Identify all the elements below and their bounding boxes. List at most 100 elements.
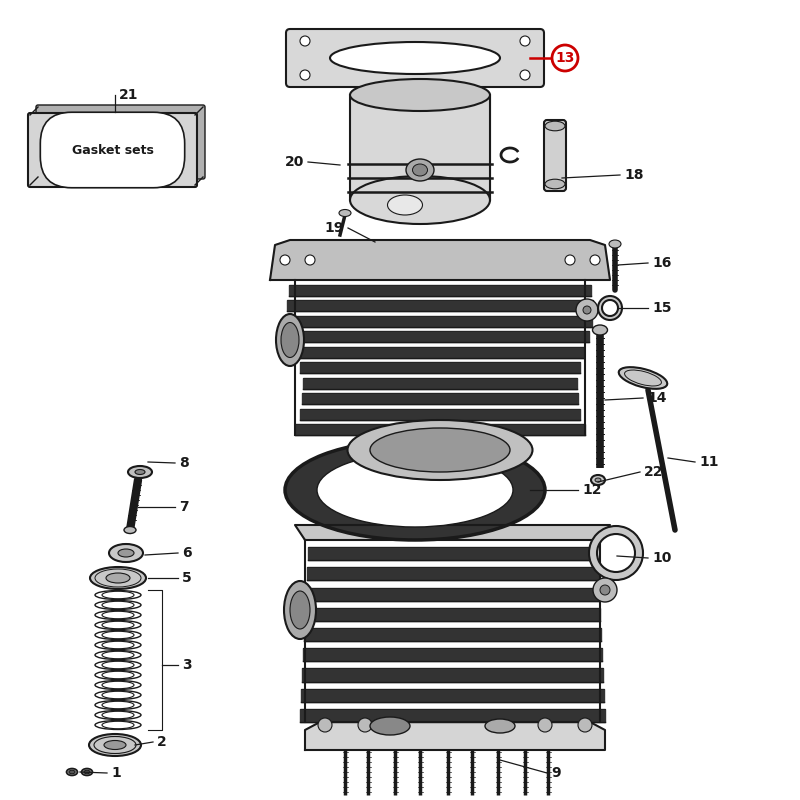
Ellipse shape — [347, 420, 533, 480]
Polygon shape — [301, 689, 604, 702]
Text: 3: 3 — [182, 658, 192, 672]
Polygon shape — [301, 362, 579, 373]
Ellipse shape — [124, 526, 136, 534]
Ellipse shape — [413, 164, 427, 176]
Ellipse shape — [104, 741, 126, 750]
Ellipse shape — [89, 734, 141, 756]
FancyBboxPatch shape — [544, 120, 566, 191]
Ellipse shape — [90, 567, 146, 589]
Circle shape — [576, 299, 598, 321]
Polygon shape — [287, 301, 593, 311]
Circle shape — [583, 306, 591, 314]
Text: 14: 14 — [647, 391, 666, 405]
Polygon shape — [295, 525, 610, 540]
Ellipse shape — [109, 544, 143, 562]
Circle shape — [300, 36, 310, 46]
Circle shape — [538, 718, 552, 732]
Circle shape — [552, 45, 578, 71]
Text: 15: 15 — [652, 301, 671, 315]
Circle shape — [358, 718, 372, 732]
FancyBboxPatch shape — [286, 29, 544, 87]
Circle shape — [520, 70, 530, 80]
Ellipse shape — [69, 770, 75, 774]
Polygon shape — [288, 316, 592, 326]
Ellipse shape — [406, 159, 434, 181]
Circle shape — [280, 255, 290, 265]
Text: 10: 10 — [652, 551, 671, 565]
Ellipse shape — [330, 42, 500, 74]
Polygon shape — [303, 648, 602, 662]
Ellipse shape — [128, 466, 152, 478]
Polygon shape — [289, 285, 591, 295]
Polygon shape — [302, 394, 578, 404]
Polygon shape — [291, 331, 589, 342]
Text: 19: 19 — [325, 221, 344, 235]
Ellipse shape — [609, 240, 621, 248]
Ellipse shape — [595, 478, 601, 482]
Ellipse shape — [618, 367, 667, 389]
Ellipse shape — [370, 428, 510, 472]
Ellipse shape — [545, 122, 565, 130]
Ellipse shape — [284, 581, 316, 639]
Text: 16: 16 — [652, 256, 671, 270]
Circle shape — [520, 36, 530, 46]
Ellipse shape — [339, 210, 351, 217]
Polygon shape — [350, 95, 490, 200]
Text: 9: 9 — [551, 766, 561, 780]
Circle shape — [305, 255, 315, 265]
Ellipse shape — [593, 325, 607, 335]
Polygon shape — [307, 567, 598, 581]
FancyBboxPatch shape — [28, 113, 197, 187]
Polygon shape — [305, 608, 600, 621]
Ellipse shape — [485, 719, 515, 733]
Ellipse shape — [118, 549, 134, 557]
Polygon shape — [304, 628, 601, 641]
Ellipse shape — [135, 470, 145, 474]
Ellipse shape — [350, 79, 490, 111]
Ellipse shape — [82, 769, 93, 775]
Text: 18: 18 — [624, 168, 643, 182]
Polygon shape — [302, 669, 603, 682]
Polygon shape — [305, 722, 605, 750]
Circle shape — [590, 255, 600, 265]
Text: 5: 5 — [182, 571, 192, 585]
Ellipse shape — [545, 179, 565, 189]
Ellipse shape — [66, 769, 78, 775]
Text: 2: 2 — [157, 735, 166, 749]
Polygon shape — [302, 378, 578, 389]
Ellipse shape — [285, 440, 545, 540]
FancyBboxPatch shape — [36, 105, 205, 179]
Circle shape — [578, 718, 592, 732]
Polygon shape — [306, 587, 599, 601]
Circle shape — [565, 255, 575, 265]
Polygon shape — [300, 709, 605, 722]
Text: 21: 21 — [119, 88, 138, 102]
Ellipse shape — [84, 770, 90, 774]
Circle shape — [600, 585, 610, 595]
Text: 6: 6 — [182, 546, 192, 560]
Ellipse shape — [350, 176, 490, 224]
Text: 13: 13 — [555, 51, 574, 65]
Circle shape — [300, 70, 310, 80]
Text: 8: 8 — [179, 456, 189, 470]
Polygon shape — [270, 240, 610, 280]
Ellipse shape — [370, 717, 410, 735]
Circle shape — [318, 718, 332, 732]
Polygon shape — [299, 409, 581, 419]
Ellipse shape — [591, 475, 605, 485]
Polygon shape — [295, 425, 585, 435]
Text: 7: 7 — [179, 500, 189, 514]
Text: 20: 20 — [285, 155, 304, 169]
Ellipse shape — [276, 314, 304, 366]
Text: 11: 11 — [699, 455, 718, 469]
Text: 12: 12 — [582, 483, 602, 497]
Ellipse shape — [387, 195, 422, 215]
Ellipse shape — [281, 322, 299, 358]
Text: Gasket sets: Gasket sets — [71, 143, 154, 157]
Polygon shape — [296, 347, 584, 358]
Text: 1: 1 — [111, 766, 121, 780]
Ellipse shape — [106, 573, 130, 583]
Ellipse shape — [317, 453, 513, 527]
Ellipse shape — [290, 591, 310, 629]
Text: 22: 22 — [644, 465, 663, 479]
